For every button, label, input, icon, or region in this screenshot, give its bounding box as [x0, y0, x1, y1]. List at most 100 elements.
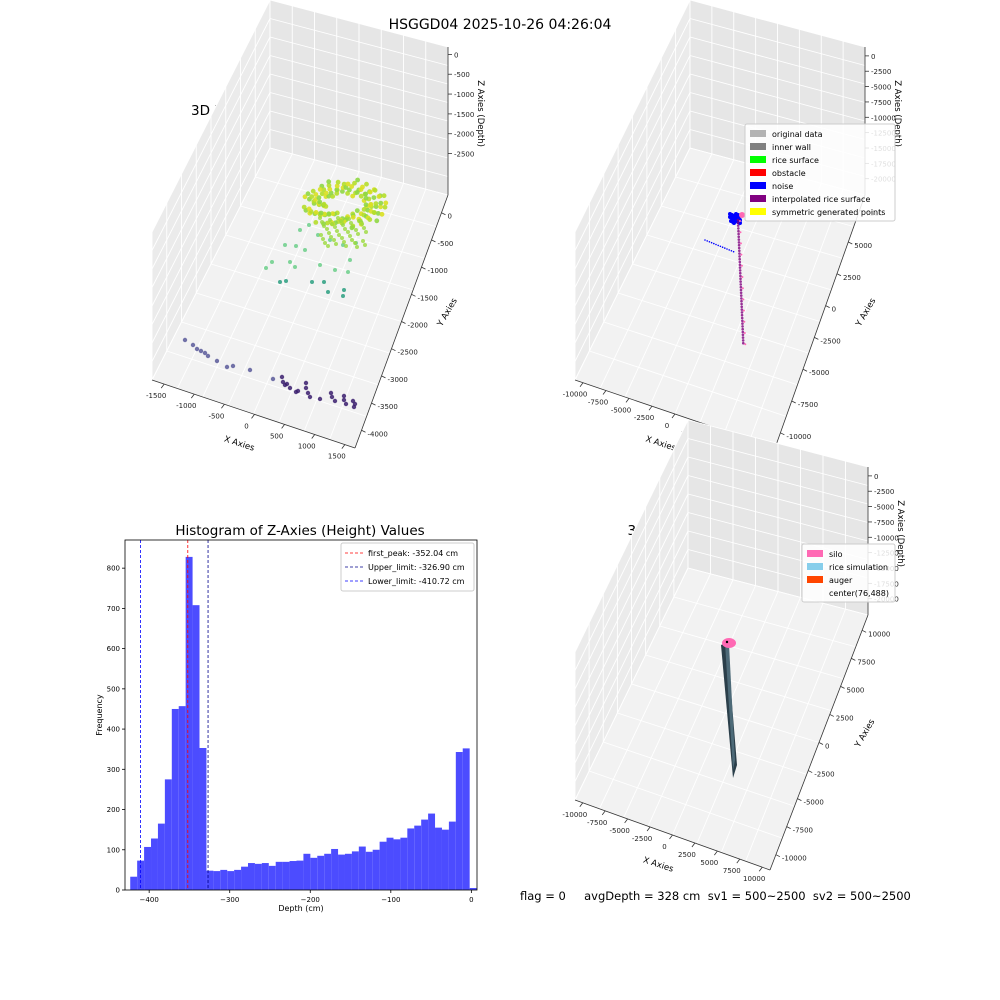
x-tick: [190, 393, 195, 399]
x-tick: [160, 383, 165, 389]
z-tick-label: -7500: [871, 99, 891, 107]
data-point: [352, 401, 358, 407]
y-tick: [836, 273, 842, 277]
data-point: [341, 393, 347, 399]
data-point: [301, 204, 307, 210]
data-point: [214, 358, 220, 364]
interpolated-point: [739, 294, 743, 297]
noise-point: [713, 242, 715, 245]
data-point: [328, 218, 332, 222]
legend-swatch: [750, 169, 766, 176]
symmetric-point: [743, 320, 746, 323]
grid-line: [673, 596, 856, 648]
figure-title: HSGGD04 2025-10-26 04:26:04: [388, 17, 612, 33]
histogram-bar: [254, 863, 262, 890]
data-point: [293, 265, 297, 269]
symmetric-point: [739, 242, 742, 245]
data-point: [328, 390, 334, 396]
y-tick: [411, 293, 416, 297]
x-tick: [691, 842, 696, 848]
data-point: [295, 388, 301, 394]
data-point: [376, 194, 382, 199]
simulation-3d-plot: -10000-7500-5000-25000250050007500100001…: [562, 419, 905, 883]
grid-line: [745, 608, 846, 862]
data-point: [340, 236, 344, 240]
data-point: [371, 195, 377, 201]
histogram-title: Histogram of Z-Axies (Height) Values: [175, 523, 425, 539]
interpolated-point: [740, 297, 743, 300]
x-tick: [646, 826, 651, 832]
data-point: [303, 385, 309, 391]
y-tick: [780, 432, 785, 436]
floor-pane: [152, 148, 448, 448]
x-tick-label: -10000: [562, 811, 587, 819]
data-point: [334, 183, 340, 189]
data-point: [325, 227, 329, 231]
histogram-bar: [331, 848, 339, 890]
y-tick-label: 7500: [857, 658, 875, 666]
y-axis-label: Y Axies: [435, 296, 460, 329]
data-point: [270, 260, 274, 264]
grid-line: [240, 205, 425, 259]
y-tick: [371, 402, 376, 406]
grid-line: [574, 438, 689, 671]
symmetric-point: [742, 309, 745, 312]
data-point: [335, 179, 341, 185]
y-tick-label: 2500: [836, 714, 854, 722]
data-point: [354, 208, 360, 214]
histogram-bar: [469, 887, 477, 890]
y-tick-label: 0: [116, 887, 120, 895]
data-point: [327, 186, 333, 192]
symmetric-point: [740, 253, 743, 256]
legend-label: original data: [772, 130, 823, 139]
interpolated-point: [738, 249, 741, 253]
y-axis-label: Y Axies: [853, 717, 878, 750]
data-point: [326, 244, 330, 248]
y-tick-label: -1000: [427, 267, 447, 275]
interpolated-point: [737, 243, 741, 247]
x-tick-label: -10000: [563, 391, 588, 399]
classify-3d-plot: -10000-7500-5000-25000250050007500100007…: [563, 0, 902, 461]
classify-legend: [744, 123, 896, 222]
legend-swatch: [750, 182, 766, 189]
y-tick: [421, 266, 426, 270]
floor-pane: [575, 148, 865, 448]
grid-line: [689, 55, 866, 103]
x-tick-label: -1500: [146, 392, 166, 400]
data-point: [317, 187, 323, 192]
grid-line: [574, 456, 689, 690]
data-point: [350, 193, 356, 199]
noise-point: [715, 243, 717, 246]
x-tick: [281, 424, 285, 429]
legend-label: interpolated rice surface: [772, 195, 870, 204]
data-point: [349, 184, 355, 189]
interpolated-point: [737, 241, 741, 244]
grid-line: [645, 654, 832, 712]
data-point: [284, 279, 288, 283]
data-point: [333, 268, 337, 272]
legend-label: rice surface: [772, 156, 819, 165]
legend-label: first_peak: -352.04 cm: [368, 549, 458, 558]
x-tick: [311, 434, 316, 439]
x-tick-label: -2500: [634, 414, 654, 422]
data-point: [341, 223, 345, 227]
grid-line: [687, 438, 869, 486]
x-tick: [624, 818, 628, 824]
data-point: [280, 379, 286, 385]
y-tick: [802, 368, 808, 372]
data-point: [316, 233, 320, 237]
y-tick-label: -10000: [786, 433, 811, 441]
y-tick-label: -2000: [408, 322, 428, 330]
grid-line: [574, 55, 691, 288]
z-tick-label: -7500: [874, 519, 894, 527]
histogram-plot: −400 −300 −200 −100 0 0 100 200 300 400 500 600 700 8…: [95, 539, 478, 913]
histogram-bar: [227, 871, 235, 890]
data-point: [319, 233, 323, 237]
y-tick-label: 600: [107, 645, 120, 653]
data-point: [364, 181, 369, 187]
histogram-bar: [206, 870, 214, 890]
interpolated-point: [741, 325, 744, 328]
data-point: [230, 363, 236, 369]
y-tick-label: 2500: [843, 274, 861, 282]
